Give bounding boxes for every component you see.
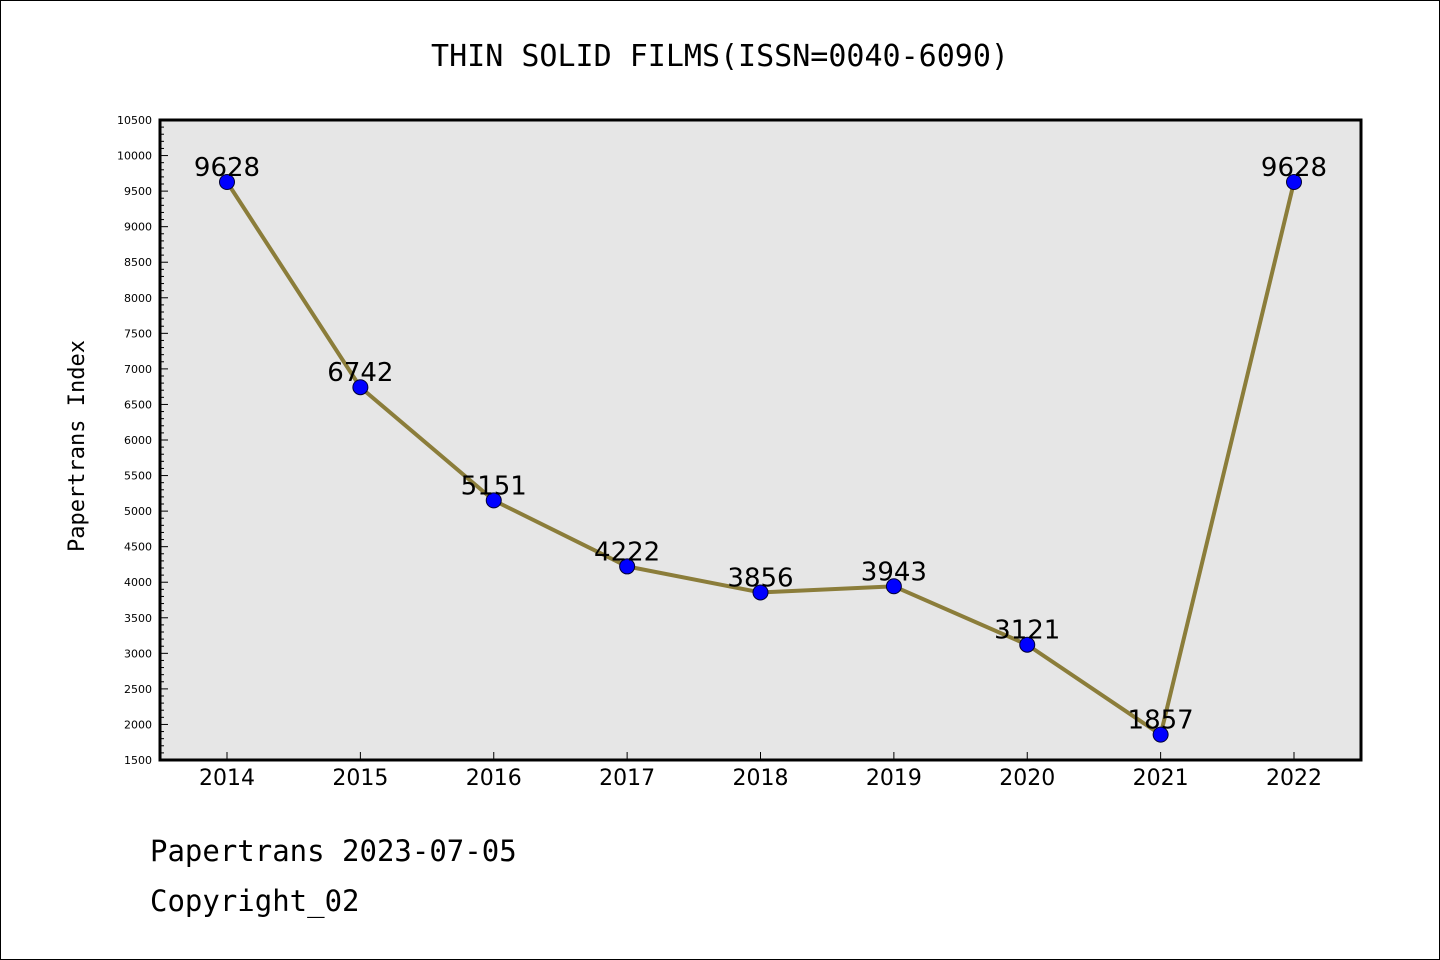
x-tick-label: 2015	[332, 766, 388, 791]
y-tick-label: 8000	[124, 292, 152, 305]
x-tick-label: 2019	[866, 766, 922, 791]
data-point	[1019, 636, 1036, 653]
y-tick-label: 8500	[124, 256, 152, 269]
plot-area	[160, 120, 1361, 760]
y-tick-label: 7000	[124, 363, 152, 376]
y-tick-label: 6500	[124, 398, 152, 411]
data-label: 3121	[994, 616, 1060, 646]
footer-copyright: Copyright_02	[150, 884, 360, 918]
y-tick-label: 1500	[124, 754, 152, 767]
data-point	[885, 578, 902, 595]
y-tick-label: 6000	[124, 434, 152, 447]
data-point	[352, 379, 369, 396]
y-axis-label: Papertrans Index	[65, 340, 90, 552]
y-tick-label: 4000	[124, 576, 152, 589]
x-tick-label: 2021	[1133, 766, 1189, 791]
y-tick-label: 9500	[124, 185, 152, 198]
footer-date: Papertrans 2023-07-05	[150, 834, 517, 868]
data-label: 9628	[1261, 153, 1327, 183]
data-label: 5151	[461, 471, 527, 501]
x-axis: 2014 2015 2016 2017 2018 2019 2020 2021 2022	[199, 752, 1322, 791]
x-tick-label: 2018	[733, 766, 789, 791]
plot-border	[158, 118, 1363, 762]
x-tick-label: 2020	[999, 766, 1055, 791]
chart-title: THIN SOLID FILMS(ISSN=0040-6090)	[431, 39, 1009, 74]
data-label: 1857	[1128, 706, 1194, 736]
data-label: 6742	[327, 358, 393, 388]
y-tick-label: 3500	[124, 612, 152, 625]
y-tick-label: 2000	[124, 718, 152, 731]
y-tick-label: 9000	[124, 221, 152, 234]
data-point	[485, 492, 502, 509]
data-label: 3856	[727, 563, 793, 593]
y-axis: 1500 2000 2500 3000 3500 4000 4500 5000 5500 6000…	[117, 114, 168, 767]
x-tick-label: 2017	[599, 766, 655, 791]
series-papertrans-index: 9628 6742 5151 4222 3856 3943 3121 1857 9628	[194, 153, 1327, 743]
data-point	[752, 584, 769, 601]
x-tick-label: 2022	[1266, 766, 1322, 791]
y-tick-label: 10000	[117, 150, 152, 163]
y-tick-label: 5000	[124, 505, 152, 518]
x-tick-label: 2016	[466, 766, 522, 791]
y-tick-label: 2500	[124, 683, 152, 696]
y-tick-label: 5500	[124, 470, 152, 483]
data-point	[1152, 726, 1169, 743]
data-label: 3943	[861, 557, 927, 587]
y-tick-label: 7500	[124, 327, 152, 340]
data-label: 4222	[594, 537, 660, 567]
y-tick-label: 3000	[124, 647, 152, 660]
x-tick-label: 2014	[199, 766, 255, 791]
data-label: 9628	[194, 153, 260, 183]
data-point	[219, 174, 235, 191]
y-tick-label: 10500	[117, 114, 152, 127]
data-point	[619, 558, 636, 575]
data-point	[1286, 174, 1302, 191]
y-tick-label: 4500	[124, 541, 152, 554]
